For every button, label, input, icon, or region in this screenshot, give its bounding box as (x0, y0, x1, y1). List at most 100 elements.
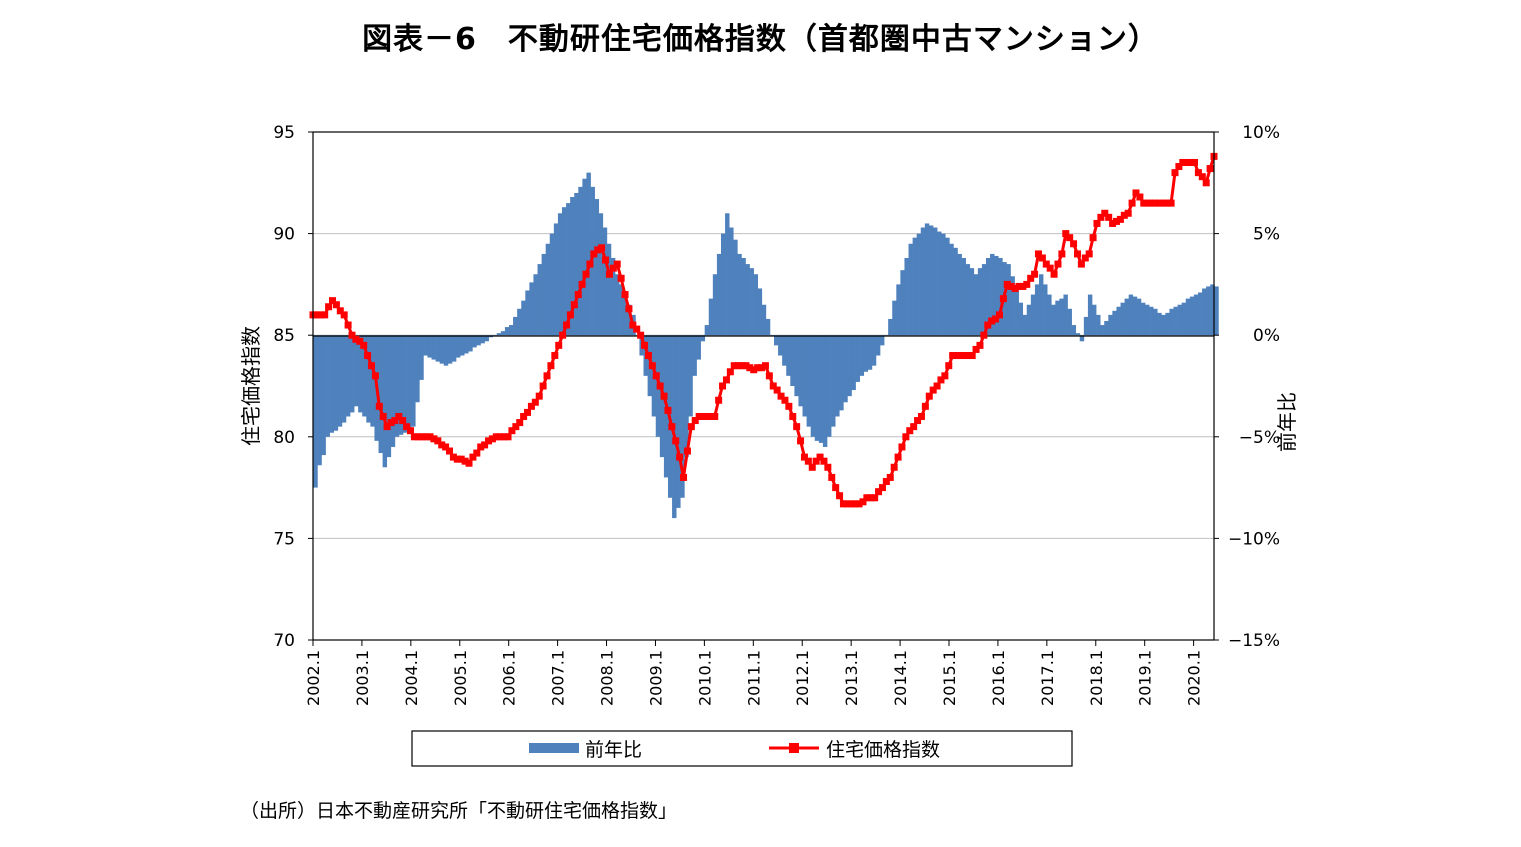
yoy-bar (839, 335, 844, 411)
price-index-marker (972, 345, 980, 353)
price-index-marker (695, 412, 703, 420)
yoy-bar (875, 335, 881, 356)
yoy-bar (1059, 298, 1064, 336)
price-index-marker (586, 260, 594, 268)
price-index-marker (1019, 282, 1027, 290)
price-index-marker (988, 317, 996, 325)
yoy-bar (1112, 310, 1117, 336)
price-index-marker (1136, 193, 1144, 201)
price-index-marker (442, 443, 450, 451)
yoy-bar (533, 274, 538, 336)
yoy-bar (313, 335, 318, 488)
price-index-marker (551, 352, 559, 360)
yoy-bar (867, 335, 873, 370)
x-tick-label: 2010.1 (695, 650, 714, 706)
price-index-marker (960, 352, 968, 360)
price-index-marker (1167, 199, 1175, 207)
price-index-marker (1023, 280, 1031, 288)
price-index-marker (1050, 270, 1058, 278)
price-index-marker (1089, 234, 1097, 242)
price-index-marker (765, 372, 773, 380)
yoy-bar (912, 237, 918, 336)
price-index-marker (524, 408, 532, 416)
price-index-marker (410, 433, 418, 441)
price-index-marker (481, 441, 489, 449)
price-index-marker (1066, 234, 1074, 242)
price-index-marker (843, 500, 851, 508)
price-index-marker (863, 494, 871, 502)
price-index-marker (664, 406, 672, 414)
price-index-marker (758, 364, 766, 372)
yoy-bar (753, 274, 759, 336)
price-index-marker (1081, 254, 1089, 262)
price-index-marker (668, 423, 676, 431)
yoy-bar (464, 335, 469, 354)
yoy-bar (545, 243, 551, 336)
yoy-bar (831, 335, 836, 427)
price-index-marker (508, 427, 516, 435)
price-index-marker (426, 433, 434, 441)
price-index-marker (617, 274, 625, 282)
x-tick-label: 2011.1 (744, 650, 763, 706)
yoy-bar (696, 335, 701, 360)
price-index-marker (890, 463, 898, 471)
x-tick-label: 2006.1 (500, 650, 519, 706)
yoy-bar (725, 213, 730, 336)
price-index-marker (570, 301, 578, 309)
price-index-marker (902, 433, 910, 441)
yoy-bar (916, 233, 922, 336)
yoy-bar (382, 335, 388, 468)
price-index-marker (1128, 199, 1136, 207)
yoy-bar (1006, 264, 1011, 336)
price-index-marker (722, 376, 730, 384)
yoy-bar (1100, 325, 1105, 336)
yoy-bar (1157, 312, 1162, 336)
price-index-marker (1070, 240, 1078, 248)
yoy-bar (716, 253, 722, 336)
price-index-marker (641, 341, 649, 349)
yoy-bar (447, 335, 453, 364)
yoy-bar (773, 335, 779, 346)
price-index-marker (336, 307, 344, 315)
price-index-marker (1046, 264, 1054, 272)
price-index-marker (1190, 158, 1198, 166)
price-index-marker (531, 398, 539, 406)
yoy-bar (500, 331, 506, 336)
yoy-bar (961, 257, 966, 336)
price-index-marker (1202, 179, 1210, 187)
yoy-bar (1022, 314, 1028, 336)
yoy-bar (826, 335, 832, 437)
yoy-bar (1075, 333, 1081, 336)
yoy-bar (517, 308, 522, 336)
yoy-bar (835, 335, 840, 417)
price-index-marker (1124, 209, 1132, 217)
price-index-marker (469, 453, 477, 461)
yoy-bar (1051, 304, 1056, 336)
yoy-bar (1030, 294, 1036, 336)
yoy-bar (692, 335, 697, 376)
yoy-bar (941, 233, 946, 336)
yoy-bar (614, 274, 620, 336)
price-index-marker (648, 362, 656, 370)
price-index-marker (317, 311, 325, 319)
yoy-bar (1063, 294, 1068, 336)
yoy-bar (994, 255, 999, 336)
yoy-bar (985, 257, 991, 336)
price-index-marker (984, 321, 992, 329)
yoy-bar (1018, 302, 1024, 336)
yoy-bar (908, 243, 913, 336)
yoy-bar (1210, 284, 1215, 336)
price-index-marker (547, 362, 555, 370)
price-index-marker (676, 453, 684, 461)
price-index-marker (1058, 250, 1066, 258)
yoy-bar (419, 335, 424, 380)
price-index-marker (387, 419, 395, 427)
price-index-marker (699, 412, 707, 420)
price-index-marker (1155, 199, 1163, 207)
yoy-bar (871, 335, 877, 366)
price-index-marker (914, 417, 922, 425)
price-index-marker (500, 433, 508, 441)
yoy-bar (1189, 296, 1195, 336)
yoy-bar (749, 268, 754, 336)
